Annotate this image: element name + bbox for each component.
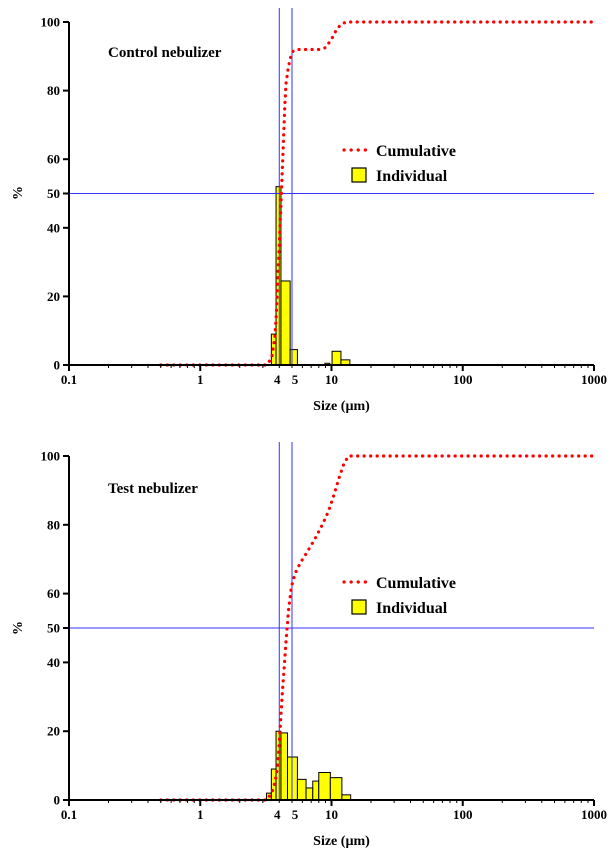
legend-individual-label: Individual (376, 600, 448, 617)
y-tick-label: 40 (47, 655, 60, 670)
x-tick-label: 5 (292, 807, 299, 822)
panel-title: Control nebulizer (108, 45, 222, 61)
x-axis-label: Size (µm) (313, 834, 370, 849)
chart-panel-1: 0 20 40 50 60 80 100 0.1 1 4 5 10 100 1000 Size (µm)% C… (11, 8, 607, 414)
x-tick-label: 0.1 (61, 807, 77, 822)
x-tick-label: 10 (325, 372, 338, 387)
y-tick-label: 80 (47, 83, 60, 98)
x-tick-label: 4 (274, 372, 281, 387)
histogram-bar (280, 280, 291, 366)
y-tick-label: 60 (47, 586, 60, 601)
histogram-bar (329, 777, 343, 801)
legend: Cumulative Individual (342, 143, 456, 185)
y-tick-label: 100 (41, 15, 61, 30)
x-tick-label: 1 (197, 372, 204, 387)
histogram-bar (312, 780, 320, 801)
legend: Cumulative Individual (342, 575, 456, 617)
legend-individual-label: Individual (376, 168, 448, 185)
y-tick-label: 20 (47, 289, 60, 304)
legend-cumulative-label: Cumulative (376, 575, 456, 592)
panel-title: Test nebulizer (108, 481, 198, 497)
y-tick-label: 50 (47, 186, 60, 201)
legend-individual-marker (351, 167, 367, 183)
legend-cumulative-label: Cumulative (376, 143, 456, 160)
y-tick-label: 50 (47, 621, 60, 636)
x-tick-label: 1 (197, 807, 204, 822)
y-axis-label: % (11, 186, 26, 200)
x-tick-label: 100 (453, 372, 473, 387)
x-tick-label: 5 (292, 372, 299, 387)
histogram-bar (296, 778, 307, 801)
x-tick-label: 4 (274, 807, 281, 822)
chart-panel-2: 0 20 40 50 60 80 100 0.1 1 4 5 10 100 1000 Size (µm)% T… (11, 442, 607, 849)
x-tick-label: 1000 (581, 807, 607, 822)
histogram-bar (280, 732, 288, 801)
y-tick-label: 100 (41, 449, 61, 464)
y-tick-label: 80 (47, 517, 60, 532)
x-tick-label: 100 (453, 807, 473, 822)
x-tick-label: 0.1 (61, 372, 77, 387)
histogram-bar (318, 771, 331, 801)
cumulative-line (159, 20, 596, 367)
histogram-bar (305, 787, 314, 801)
x-axis-label: Size (µm) (313, 399, 370, 414)
x-tick-label: 1000 (581, 372, 607, 387)
y-tick-label: 40 (47, 220, 60, 235)
legend-individual-marker (351, 599, 367, 615)
y-tick-label: 60 (47, 152, 60, 167)
x-tick-label: 10 (325, 807, 338, 822)
y-tick-label: 0 (54, 793, 61, 808)
histogram-bar (289, 349, 298, 366)
y-axis-label: % (11, 621, 26, 635)
histogram-bar (331, 350, 342, 366)
y-tick-label: 0 (54, 358, 61, 373)
y-tick-label: 20 (47, 724, 60, 739)
